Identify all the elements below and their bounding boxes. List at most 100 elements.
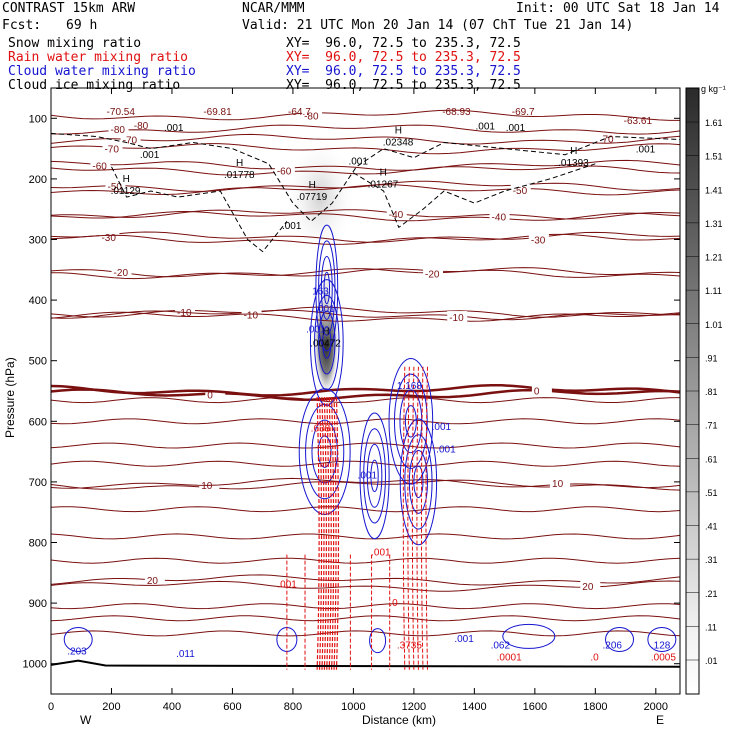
isotherm-extreme-label: -63.61 [624, 116, 653, 127]
isotherm-label: -40 [492, 212, 507, 223]
rain-label: .0001 [497, 652, 522, 663]
valid-time: Valid: 21 UTC Mon 20 Jan 14 (07 ChT Tue … [242, 18, 634, 33]
isotherm-line [50, 165, 681, 176]
cloud-ice-label: .001 [164, 123, 184, 134]
rain-label: .3735 [397, 640, 422, 651]
isotherm-line [50, 180, 681, 192]
colorbar-label: .21 [705, 589, 718, 599]
ground-line [50, 659, 681, 668]
colorbar-label: .11 [705, 622, 717, 632]
isotherm-label: -70 [104, 145, 119, 156]
cloud-water-label: .001 [454, 634, 474, 645]
isotherm-label-bg [423, 267, 444, 280]
isotherm-line [50, 109, 680, 121]
isotherm-line [50, 210, 681, 222]
isotherm-line [50, 460, 681, 467]
cloud-water-contour [315, 224, 339, 352]
isotherm-label: -70 [123, 136, 138, 147]
rain-label: .0 [389, 598, 398, 609]
colorbar-label: .81 [705, 387, 718, 397]
x-tick-label: 2000 [644, 701, 668, 713]
isotherm-label-bg [580, 580, 601, 593]
colorbar-label: .41 [705, 522, 718, 532]
snow-max-label: .00472 [310, 339, 341, 350]
isotherm-line [50, 580, 681, 592]
isotherm-label-bg [90, 159, 111, 172]
y-tick-label: 400 [29, 295, 47, 307]
cloud-ice-contour [353, 163, 596, 229]
isotherm-line [50, 557, 681, 564]
cloud-water-contour [393, 373, 428, 469]
isotherm-label: -50 [513, 186, 528, 197]
isotherm-label-bg [99, 231, 120, 244]
isotherm-extreme-label: -69.81 [203, 107, 232, 118]
cloud-ice-contours [50, 132, 681, 253]
snow-max-marker: H [570, 146, 577, 157]
colorbar-label: .61 [705, 454, 718, 464]
east-label: E [656, 713, 664, 727]
y-tick-label: 1000 [23, 659, 47, 671]
isotherm-extreme-label: -70.54 [107, 107, 136, 118]
colorbar-label: 1.01 [705, 320, 723, 330]
cloud-water-contour [322, 326, 332, 359]
cloud-water-contour [370, 459, 379, 493]
colorbar-label: 1.51 [705, 152, 723, 162]
cloud-water-contour [298, 388, 351, 515]
cloud-ice-label: .001 [140, 150, 160, 161]
isotherm-label: 10 [552, 479, 564, 490]
isotherm-label-bg [447, 311, 468, 324]
isotherm-extreme-label: -64.7 [288, 107, 311, 118]
x-tick-label: 1800 [583, 701, 607, 713]
isotherm-line [50, 418, 681, 425]
rain-contour [316, 397, 320, 670]
y-tick-label: 600 [29, 416, 47, 428]
isotherm-label-bg [111, 266, 132, 279]
isotherm-line [50, 506, 681, 513]
rain-label: .638 [311, 423, 331, 434]
field-name-cloud-water: Cloud water mixing ratio [8, 64, 196, 79]
isotherm-label-bg [241, 308, 262, 321]
field-name-snow: Snow mixing ratio [8, 36, 142, 51]
isotherm-line [50, 268, 681, 280]
y-tick-label: 500 [29, 356, 47, 368]
snow-max-marker: H [380, 168, 387, 179]
x-tick-label: 600 [223, 701, 241, 713]
cloud-water-label: .128 [651, 640, 671, 651]
cloud-ice-contour [111, 166, 288, 253]
field-xy-cloud-ice: XY= 96.0, 72.5 to 235.3, 72.5 [286, 78, 521, 93]
rain-contour [321, 397, 325, 670]
snow-max-marker: H [123, 174, 130, 185]
isotherm-label: -10 [244, 311, 259, 322]
boundary-cloud-contour [369, 628, 387, 654]
temperature-contours: -80-80-70-70-60 -60-50 -50-40 -40-30 -30-20-… [50, 109, 681, 668]
cloud-water-contour [404, 434, 433, 530]
cloud-water-label: .001 [432, 422, 452, 433]
boundary-cloud-contour [63, 626, 93, 652]
rain-contour [425, 366, 428, 670]
y-tick-label: 700 [29, 477, 47, 489]
field-xy-snow: XY= 96.0, 72.5 to 235.3, 72.5 [286, 36, 521, 51]
isotherm-label-bg [105, 180, 126, 193]
isotherm-label-bg [510, 183, 531, 196]
colorbar-label: 1.61 [705, 118, 723, 128]
isotherm-line [50, 479, 681, 491]
field-name-rain: Rain water mixing ratio [8, 50, 189, 65]
isotherm-line [50, 124, 681, 135]
isotherm-extreme-label: 70 [602, 134, 614, 145]
isotherm-line [50, 388, 681, 401]
colorbar-label: 1.31 [705, 219, 723, 229]
cloud-ice-label: .001 [636, 145, 656, 156]
cloud-water-label: .203 [67, 646, 87, 657]
isotherm-extreme-label: -69.7 [512, 107, 535, 118]
rain-contour [323, 397, 327, 670]
snow-max-marker: H [322, 327, 329, 338]
rain-contour [420, 366, 424, 670]
forecast-label: Fcst: [2, 18, 42, 33]
isotherm-line [50, 133, 681, 145]
isotherm-line [50, 533, 681, 540]
y-tick-label: 300 [29, 235, 47, 247]
colorbar-label: .31 [705, 555, 718, 565]
x-tick-label: 800 [284, 701, 302, 713]
rain-contour [402, 366, 406, 670]
rain-label: .001 [277, 580, 297, 591]
